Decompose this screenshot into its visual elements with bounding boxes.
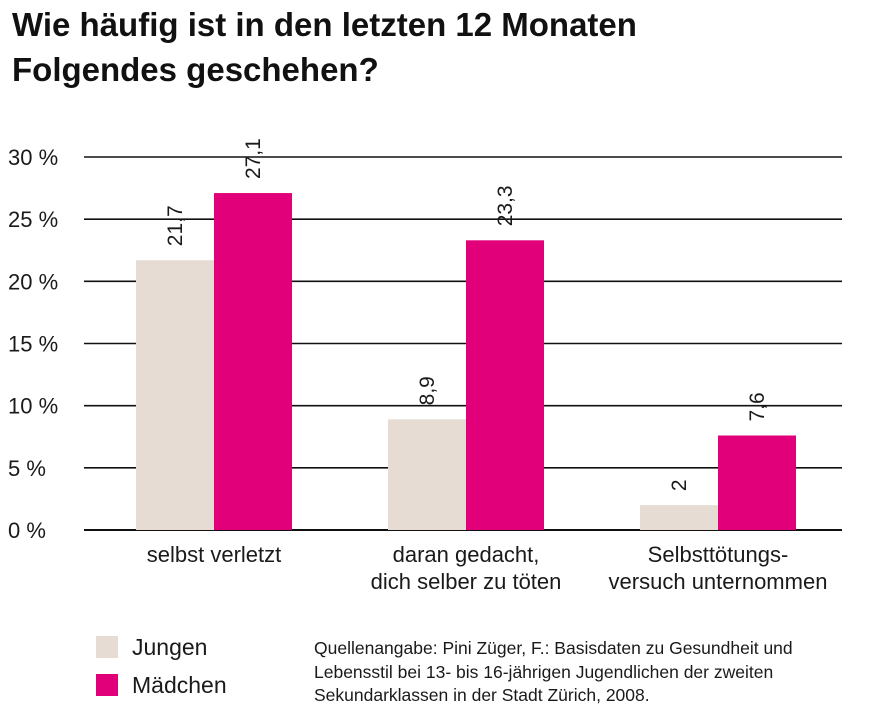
source-line-2: Lebensstil bei 13- bis 16-jährigen Jugen… (314, 661, 774, 682)
y-tick-label: 15 % (8, 332, 58, 357)
y-tick-label: 10 % (8, 394, 58, 419)
bar-jungen (388, 419, 466, 530)
legend-label-maedchen: Mädchen (132, 671, 227, 698)
category-label: versuch unternommen (609, 569, 828, 594)
legend-label-jungen: Jungen (132, 633, 208, 660)
source-note: Quellenangabe: Pini Züger, F.: Basisdate… (314, 637, 884, 708)
data-label: 21,7 (164, 205, 187, 246)
source-line-1: Quellenangabe: Pini Züger, F.: Basisdate… (314, 638, 793, 658)
title-line-2: Folgendes geschehen? (12, 51, 379, 88)
category-label: Selbsttötungs- (648, 542, 789, 567)
legend-swatch-jungen (96, 636, 118, 658)
x-axis-categories: selbst verletzt daran gedacht,dich selber… (147, 542, 828, 594)
title-line-1: Wie häufig ist in den letzten 12 Monaten (12, 6, 637, 43)
chart-title: Wie häufig ist in den letzten 12 Monaten… (12, 2, 872, 92)
bars (136, 193, 796, 530)
legend-item-jungen: Jungen (96, 628, 227, 666)
legend-swatch-maedchen (96, 674, 118, 696)
y-tick-label: 25 % (8, 207, 58, 232)
bar-maedchen (718, 435, 796, 530)
y-axis-ticks: 0 % 5 % 10 % 15 % 20 % 25 % 30 % (8, 145, 58, 543)
data-label: 7,6 (746, 392, 769, 421)
bar-chart: 0 % 5 % 10 % 15 % 20 % 25 % 30 % 21,7 27,1 8,9 23,… (8, 138, 842, 594)
category-label: daran gedacht, (393, 542, 540, 567)
data-label: 27,1 (242, 138, 265, 179)
source-line-3: Sekundarklassen in der Stadt Zürich, 200… (314, 685, 650, 705)
data-labels: 21,7 27,1 8,9 23,3 2 7,6 (164, 138, 769, 491)
y-tick-label: 5 % (8, 456, 46, 481)
bar-maedchen (214, 193, 292, 530)
y-tick-label: 30 % (8, 145, 58, 170)
bar-jungen (136, 260, 214, 530)
bar-jungen (640, 505, 718, 530)
category-label: selbst verletzt (147, 542, 282, 567)
y-tick-label: 20 % (8, 269, 58, 294)
category-label: dich selber zu töten (371, 569, 562, 594)
legend: Jungen Mädchen (96, 628, 227, 704)
y-tick-label: 0 % (8, 518, 46, 543)
legend-item-maedchen: Mädchen (96, 666, 227, 704)
data-label: 8,9 (416, 376, 439, 405)
data-label: 23,3 (494, 185, 517, 226)
data-label: 2 (668, 479, 691, 491)
bar-maedchen (466, 240, 544, 530)
